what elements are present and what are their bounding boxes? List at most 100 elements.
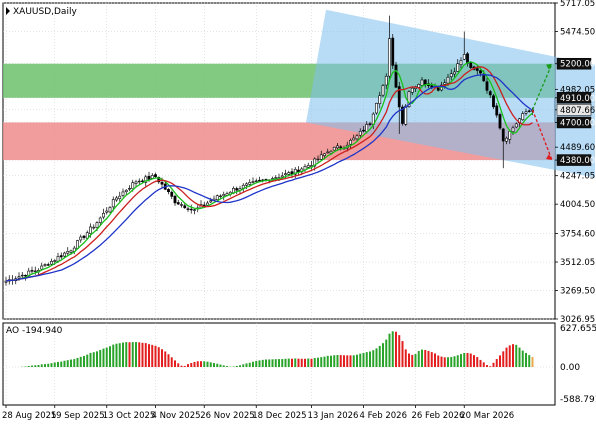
candle-body <box>134 181 138 184</box>
candle-body <box>332 146 336 151</box>
candle-body <box>326 151 330 154</box>
candlestick-series <box>4 15 534 286</box>
candle-body <box>219 195 222 198</box>
candle-body <box>40 265 44 270</box>
candle-body <box>501 128 505 142</box>
price-tick-label: 4247.05 <box>560 172 595 182</box>
candle-body <box>420 79 424 86</box>
candle-body <box>33 270 37 272</box>
price-tick-label: 4380.00 <box>560 156 595 166</box>
candle-body <box>160 181 164 185</box>
candle-body <box>475 68 479 71</box>
price-badge <box>556 104 592 116</box>
candle-body <box>381 85 385 96</box>
ao-scale-zero: 0.00 <box>560 363 580 373</box>
candle-body <box>410 87 414 93</box>
ao-scale-top: 627.655 <box>560 324 596 334</box>
candle-body <box>453 71 456 75</box>
ao-axis[interactable]: 627.655 0.00 -588.791 <box>560 324 596 405</box>
candle-body <box>105 210 109 213</box>
price-tick-label: 5717.05 <box>560 0 595 9</box>
candle-body <box>511 127 515 133</box>
candle-body <box>245 183 248 186</box>
time-tick-label: 13 Oct 2025 <box>103 411 156 421</box>
candle-body <box>79 236 83 241</box>
candle-body <box>222 194 226 197</box>
candle-body <box>466 53 469 64</box>
candle-body <box>186 208 190 210</box>
collapse-triangle-icon[interactable] <box>6 7 10 15</box>
symbol-label-group: XAUUSD,Daily <box>6 7 77 17</box>
candle-body <box>391 37 395 66</box>
candle-body <box>492 95 495 108</box>
candle-body <box>336 145 339 149</box>
bullish-arrow-icon <box>546 63 552 70</box>
candle-body <box>524 111 528 114</box>
candle-body <box>449 73 453 77</box>
candle-body <box>417 84 421 88</box>
candle-body <box>368 123 372 125</box>
price-tick-label: 3026.95 <box>560 315 595 325</box>
candle-body <box>339 146 343 149</box>
candle-body <box>95 222 99 228</box>
candle-body <box>137 180 141 183</box>
symbol-label: XAUUSD,Daily <box>13 7 77 17</box>
price-tick-label: 5474.50 <box>560 27 595 37</box>
candle-body <box>121 191 125 196</box>
candle-body <box>206 202 209 206</box>
price-panel[interactable]: XAUUSD,Daily <box>2 2 595 320</box>
candle-body <box>248 182 252 185</box>
candle-body <box>485 81 489 91</box>
candle-body <box>508 131 512 140</box>
candle-body <box>167 189 170 193</box>
candle-body <box>319 154 323 160</box>
time-tick-label: 18 Dec 2025 <box>252 411 306 421</box>
price-tick-label: 5200.00 <box>560 60 595 70</box>
candle-body <box>404 105 408 125</box>
price-badge <box>556 116 592 129</box>
candle-body <box>43 264 47 266</box>
ao-panel[interactable]: AO -194.940 <box>2 322 556 406</box>
candle-body <box>118 195 122 200</box>
candle-body <box>111 199 115 208</box>
candle-body <box>56 256 60 262</box>
candle-body <box>456 63 460 72</box>
candle-body <box>479 70 482 74</box>
ao-label: AO -194.940 <box>6 326 63 336</box>
candle-body <box>365 124 369 132</box>
candle-body <box>241 184 245 189</box>
candle-body <box>108 207 112 213</box>
candle-body <box>180 204 183 206</box>
candle-body <box>154 174 157 177</box>
candle-body <box>69 250 73 253</box>
price-tick-label: 4807.66 <box>560 106 595 116</box>
time-tick-label: 28 Aug 2025 <box>2 411 56 421</box>
candle-body <box>202 204 206 207</box>
candle-body <box>147 175 151 180</box>
candle-body <box>209 200 213 203</box>
price-badge <box>556 154 592 166</box>
candle-body <box>20 274 24 277</box>
candle-body <box>17 276 21 279</box>
candle-body <box>482 73 486 82</box>
candle-body <box>388 38 391 77</box>
candle-body <box>394 64 398 88</box>
ao-scale-bottom: -588.791 <box>560 395 596 405</box>
candle-body <box>358 131 362 136</box>
candle-body <box>306 165 310 168</box>
candle-body <box>355 135 359 140</box>
price-tick-label: 3269.50 <box>560 287 595 297</box>
time-tick-label: 4 Feb 2026 <box>360 411 408 421</box>
candle-body <box>50 261 53 265</box>
candle-body <box>24 274 27 277</box>
time-tick-label: 13 Jan 2026 <box>308 411 359 421</box>
candle-body <box>144 176 148 183</box>
candle-body <box>397 86 401 108</box>
time-tick-label: 19 Sep 2025 <box>51 411 105 421</box>
ma-mid-line <box>5 66 533 282</box>
moving-averages <box>5 61 533 282</box>
candle-body <box>235 188 239 191</box>
